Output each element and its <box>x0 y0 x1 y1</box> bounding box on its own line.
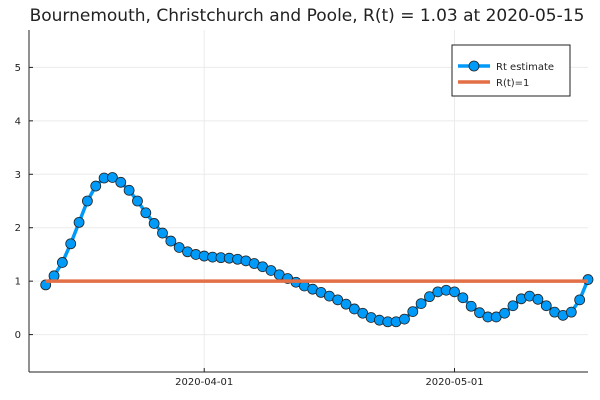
data-point <box>56 257 68 268</box>
x-ticks: 2020-04-01 2020-05-01 <box>175 368 484 388</box>
data-point <box>332 294 344 306</box>
data-point <box>540 300 552 312</box>
data-point <box>457 292 469 304</box>
data-point <box>115 176 127 188</box>
data-point <box>90 180 102 192</box>
y-tick-label: 3 <box>15 170 21 181</box>
series-layer <box>40 172 594 328</box>
data-point <box>107 172 118 183</box>
data-point <box>348 303 360 315</box>
data-point <box>357 307 369 319</box>
y-tick-label: 2 <box>15 223 21 234</box>
data-point <box>507 300 519 312</box>
y-tick-label: 0 <box>15 330 21 341</box>
legend-label-r-equals-1: R(t)=1 <box>496 78 529 89</box>
data-point <box>399 313 410 325</box>
data-point <box>82 195 93 207</box>
data-point <box>465 300 477 312</box>
y-tick-label: 4 <box>15 116 21 127</box>
data-point <box>123 184 135 196</box>
data-point <box>148 218 160 229</box>
data-point <box>532 293 544 305</box>
data-point <box>173 242 185 253</box>
y-tick-label: 1 <box>15 277 21 288</box>
data-point <box>424 291 435 303</box>
data-point <box>415 298 427 310</box>
data-point <box>48 270 60 282</box>
data-point <box>73 216 85 228</box>
data-point <box>265 265 277 276</box>
data-point <box>340 298 352 310</box>
data-point <box>132 195 143 207</box>
data-point <box>65 238 77 250</box>
data-point <box>157 227 168 239</box>
y-tick-label: 5 <box>15 63 21 74</box>
data-point <box>449 286 460 298</box>
data-point <box>407 306 419 318</box>
x-tick-label: 2020-05-01 <box>425 377 483 388</box>
legend-marker-rt-estimate <box>468 60 480 72</box>
legend: Rt estimate R(t)=1 <box>451 44 571 97</box>
x-tick-label: 2020-04-01 <box>175 377 233 388</box>
series-line-rt-estimate <box>44 175 590 324</box>
data-point <box>474 307 485 319</box>
legend-label-rt-estimate: Rt estimate <box>496 62 554 73</box>
chart-title: Bournemouth, Christchurch and Poole, R(t… <box>30 6 585 26</box>
data-point <box>565 306 577 318</box>
data-point <box>140 207 152 219</box>
data-point <box>165 235 177 247</box>
data-point <box>499 307 510 319</box>
data-point <box>574 294 586 306</box>
y-ticks: 0 1 2 3 4 5 <box>15 63 33 341</box>
